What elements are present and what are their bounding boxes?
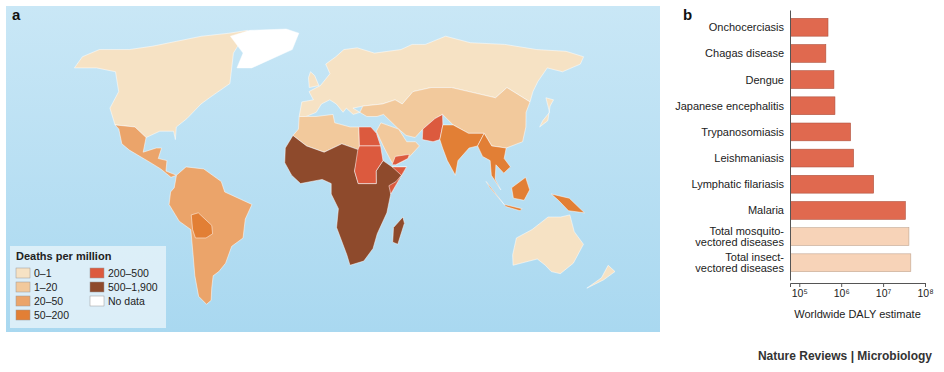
x-tick-mark — [883, 283, 884, 287]
category-label: Dengue — [745, 74, 784, 86]
legend-swatch — [90, 282, 104, 292]
x-tick-mark — [841, 283, 842, 287]
map-region — [230, 29, 298, 68]
legend-label: No data — [108, 295, 145, 307]
x-axis-title: Worldwide DALY estimate — [794, 308, 921, 320]
x-tick-label: 10⁷ — [876, 287, 892, 299]
bar — [790, 71, 834, 89]
legend-label: 1–20 — [34, 281, 58, 293]
bar — [790, 97, 835, 115]
panel-label: b — [683, 6, 692, 23]
legend-box — [10, 246, 166, 328]
legend-swatch — [16, 282, 30, 292]
x-tick: 10⁶ — [834, 283, 850, 299]
bar — [790, 45, 826, 63]
legend-label: 20–50 — [34, 295, 63, 307]
map-region — [392, 154, 409, 164]
bar — [790, 123, 851, 141]
map-region — [285, 135, 407, 265]
map-region — [513, 215, 584, 274]
y-axis — [790, 11, 791, 281]
category-label: Onchocerciasis — [709, 21, 785, 33]
map-region — [512, 177, 530, 200]
legend-label: 500–1,900 — [108, 281, 158, 293]
map-region — [504, 204, 522, 210]
map-region — [551, 194, 584, 213]
x-tick: 10⁵ — [792, 283, 808, 299]
map-region — [440, 125, 484, 175]
x-tick: 10⁸ — [917, 283, 933, 299]
legend-label: 0–1 — [34, 267, 52, 279]
bars — [790, 18, 911, 271]
bar — [790, 202, 905, 220]
bar — [790, 175, 874, 193]
category-label: Trypanosomiasis — [701, 126, 784, 138]
legend-label: 50–200 — [34, 309, 69, 321]
x-axis: 10⁵ 10⁶ 10⁷ 10⁸ — [791, 283, 934, 299]
bar — [790, 18, 828, 36]
x-tick-mark — [799, 283, 800, 287]
category-label: Lymphatic filariasis — [691, 178, 784, 190]
x-tick-label: 10⁶ — [834, 287, 850, 299]
map-region — [587, 265, 615, 288]
map-region — [191, 213, 212, 238]
legend-label: 200–500 — [108, 267, 149, 279]
legend-title: Deaths per million — [16, 250, 112, 262]
category-label: Chagas disease — [705, 47, 784, 59]
map-region — [478, 133, 511, 190]
map-region — [540, 98, 554, 127]
bar — [790, 228, 909, 246]
x-tick-mark — [925, 283, 926, 287]
map-region — [74, 30, 247, 139]
map-region — [422, 114, 443, 141]
category-label: Malaria — [748, 204, 785, 216]
legend-swatch — [90, 296, 104, 306]
map-region — [389, 167, 407, 194]
category-label: Leishmaniasis — [714, 152, 784, 164]
x-tick-label: 10⁸ — [917, 287, 933, 299]
map-region — [359, 127, 381, 146]
map-region — [115, 125, 176, 177]
legend-swatch — [16, 296, 30, 306]
category-label: Total mosquito-vectored diseases — [695, 225, 784, 248]
x-axis-line — [791, 284, 926, 288]
x-tick-label: 10⁵ — [792, 287, 808, 299]
credit: Nature Reviews | Microbiology — [758, 349, 932, 363]
x-tick: 10⁷ — [876, 283, 892, 299]
map-region — [393, 217, 405, 244]
category-label: Total insect-vectored diseases — [695, 251, 784, 274]
category-label: Japanese encephalitis — [675, 100, 784, 112]
map-ocean — [6, 6, 660, 332]
figure: a Deaths per million 0–1 1–20 20–50 50–200 200… — [0, 0, 944, 372]
bar — [790, 149, 854, 167]
bar — [790, 254, 911, 272]
legend-swatch — [90, 268, 104, 278]
category-labels: Onchocerciasis Chagas disease Dengue Japane… — [675, 21, 785, 274]
legend-swatch — [16, 268, 30, 278]
legend-swatch — [16, 310, 30, 320]
map-region — [486, 182, 504, 205]
map-region — [355, 146, 383, 184]
y-axis-line — [790, 11, 791, 281]
map-region — [169, 167, 252, 304]
map-region — [308, 72, 318, 88]
panel-label: a — [12, 6, 21, 23]
legend: Deaths per million 0–1 1–20 20–50 50–200 200–… — [10, 246, 166, 328]
